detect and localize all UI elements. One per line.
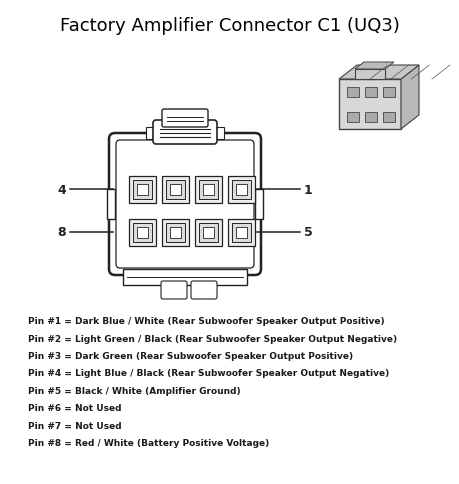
Text: Pin #6 = Not Used: Pin #6 = Not Used [28,404,121,413]
Bar [346,87,358,97]
Bar [166,180,185,199]
Bar [254,190,263,220]
Bar [202,227,213,238]
Text: Pin #1 = Dark Blue / White (Rear Subwoofer Speaker Output Positive): Pin #1 = Dark Blue / White (Rear Subwoof… [28,317,384,325]
Bar [231,180,251,199]
Text: Pin #7 = Not Used: Pin #7 = Not Used [28,421,121,430]
Bar [235,227,246,238]
Bar [170,227,180,238]
Bar [162,219,189,246]
Bar [228,176,254,203]
Bar [129,219,156,246]
Bar [107,190,115,220]
Bar [364,87,376,97]
Bar [228,219,254,246]
Bar [213,128,224,140]
FancyBboxPatch shape [190,281,217,300]
Bar [137,184,148,195]
FancyBboxPatch shape [161,281,187,300]
Bar [137,227,148,238]
Polygon shape [338,66,418,80]
Text: Pin #3 = Dark Green (Rear Subwoofer Speaker Output Positive): Pin #3 = Dark Green (Rear Subwoofer Spea… [28,351,353,360]
Text: Factory Amplifier Connector C1 (UQ3): Factory Amplifier Connector C1 (UQ3) [60,17,399,35]
Text: 4: 4 [57,183,66,196]
FancyBboxPatch shape [162,110,207,128]
Bar [382,112,394,122]
FancyBboxPatch shape [116,141,253,269]
Bar [162,176,189,203]
Text: Pin #8 = Red / White (Battery Positive Voltage): Pin #8 = Red / White (Battery Positive V… [28,439,269,448]
Polygon shape [400,66,418,130]
FancyBboxPatch shape [338,80,400,130]
Bar [199,180,218,199]
Text: Pin #2 = Light Green / Black (Rear Subwoofer Speaker Output Negative): Pin #2 = Light Green / Black (Rear Subwo… [28,334,396,343]
Text: Pin #5 = Black / White (Amplifier Ground): Pin #5 = Black / White (Amplifier Ground… [28,386,240,395]
Bar [235,184,246,195]
Bar [231,223,251,242]
Bar [146,128,156,140]
Bar [133,223,151,242]
Text: Pin #4 = Light Blue / Black (Rear Subwoofer Speaker Output Negative): Pin #4 = Light Blue / Black (Rear Subwoo… [28,369,388,378]
Text: 5: 5 [303,226,312,239]
Bar [195,176,222,203]
Bar [123,270,246,286]
Bar [195,219,222,246]
Bar [202,184,213,195]
Bar [354,70,384,80]
Bar [364,112,376,122]
Text: 8: 8 [57,226,66,239]
Bar [382,87,394,97]
Bar [346,112,358,122]
Bar [129,176,156,203]
Bar [199,223,218,242]
Polygon shape [354,63,393,70]
FancyBboxPatch shape [109,134,260,275]
Bar [166,223,185,242]
Text: 1: 1 [303,183,312,196]
Bar [170,184,180,195]
Bar [133,180,151,199]
FancyBboxPatch shape [153,121,217,145]
